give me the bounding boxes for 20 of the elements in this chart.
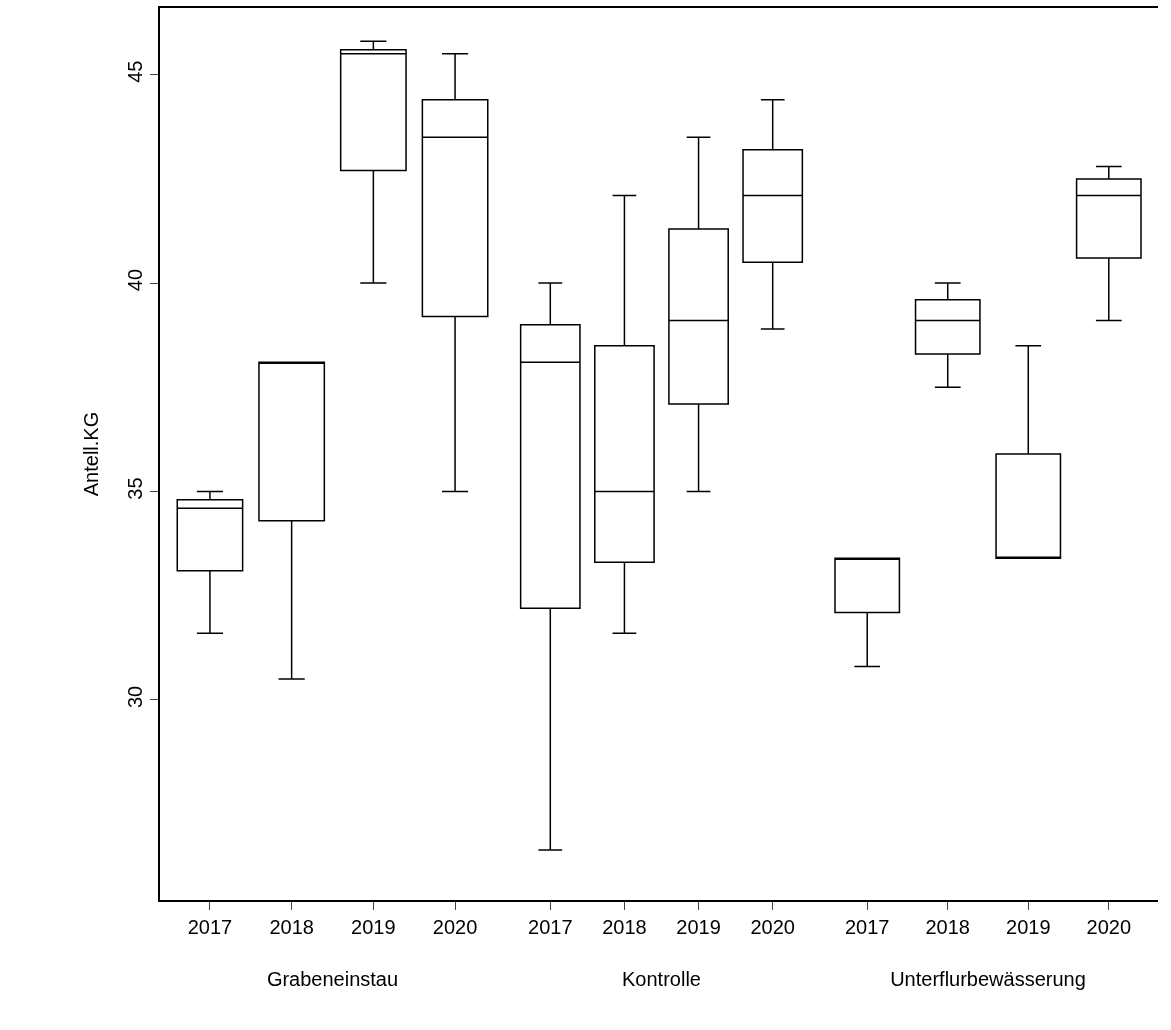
x-tick-label: 2020 [1086, 915, 1132, 938]
x-tick-label: 2019 [351, 915, 396, 938]
x-tick-label: 2018 [925, 915, 970, 938]
x-tick-label: 2017 [528, 915, 573, 938]
x-tick-label: 2018 [602, 915, 647, 938]
x-tick-label: 2017 [844, 915, 890, 938]
y-tick-label: 30 [124, 685, 147, 709]
y-tick-label: 35 [124, 477, 147, 500]
y-tick-label: 45 [124, 60, 147, 83]
y-tick-label: 40 [124, 268, 147, 292]
x-tick-label: 2019 [676, 915, 721, 938]
y-axis-title: Antell.KG [80, 411, 103, 497]
x-tick-label: 2018 [269, 915, 314, 938]
x-axis-title: Kontrolle [622, 967, 701, 990]
x-tick-label: 2020 [432, 915, 478, 938]
x-tick-label: 2019 [1006, 915, 1051, 938]
x-axis-title: Unterflurbewässerung [890, 967, 1086, 990]
x-axis-title: Grabeneinstau [266, 967, 399, 990]
x-tick-label: 2017 [187, 915, 233, 938]
x-tick-label: 2020 [750, 915, 795, 938]
